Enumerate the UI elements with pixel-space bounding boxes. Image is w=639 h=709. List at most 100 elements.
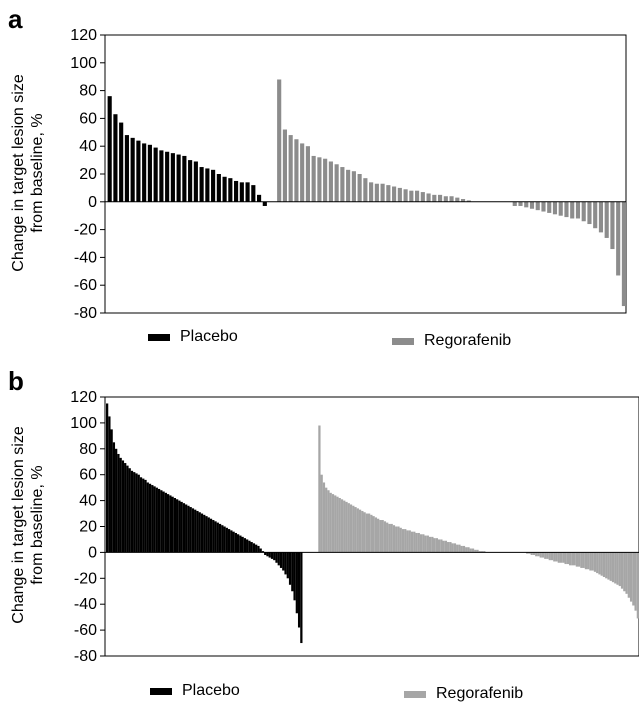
- bar-regorafenib: [557, 552, 560, 563]
- bar-placebo: [209, 518, 213, 553]
- bar-regorafenib: [449, 196, 454, 202]
- bar-placebo: [255, 544, 258, 553]
- bar-regorafenib: [336, 496, 339, 553]
- bar-regorafenib: [334, 164, 339, 202]
- bar-placebo: [191, 508, 195, 553]
- bar-placebo: [245, 182, 250, 202]
- bar-regorafenib: [409, 190, 414, 202]
- bar-regorafenib: [555, 552, 558, 562]
- bar-placebo: [205, 516, 208, 553]
- bar-regorafenib: [331, 494, 335, 553]
- y-tick-label: -20: [74, 570, 97, 587]
- bar-regorafenib: [403, 189, 408, 202]
- y-tick-label: -40: [74, 596, 97, 613]
- bar-placebo: [151, 485, 154, 553]
- bar-regorafenib: [591, 552, 594, 571]
- legend-swatch-placebo: [150, 687, 172, 695]
- y-axis-label: Change in target lesion size from baseli…: [8, 34, 48, 314]
- bar-regorafenib: [374, 183, 379, 202]
- bar-regorafenib: [325, 487, 328, 553]
- legend-label-regorafenib: Regorafenib: [424, 332, 512, 349]
- legend-label-placebo: Placebo: [180, 328, 238, 345]
- bar-placebo: [126, 465, 129, 553]
- bar-placebo: [259, 548, 262, 553]
- bar-placebo: [148, 483, 152, 553]
- bar-placebo: [257, 545, 260, 553]
- y-axis-label-line1: Change in target lesion size: [10, 74, 27, 272]
- bar-placebo: [266, 552, 269, 557]
- bar-placebo: [221, 525, 224, 553]
- bar-placebo: [252, 543, 256, 553]
- bar-placebo: [199, 167, 204, 202]
- bar-placebo: [146, 482, 149, 553]
- bar-regorafenib: [424, 535, 427, 553]
- bar-regorafenib: [428, 536, 432, 553]
- bar-regorafenib: [584, 552, 588, 570]
- bar-regorafenib: [349, 504, 353, 553]
- y-axis-label: Change in target lesion size from baseli…: [8, 396, 48, 656]
- y-tick-label: -80: [74, 305, 97, 322]
- bar-regorafenib: [467, 547, 470, 553]
- bar-placebo: [214, 521, 217, 553]
- y-tick-label: 60: [79, 110, 97, 127]
- bar-placebo: [157, 488, 161, 553]
- bar-placebo: [243, 538, 247, 553]
- bar-regorafenib: [476, 549, 479, 553]
- bar-regorafenib: [453, 543, 457, 553]
- bar-regorafenib: [458, 544, 461, 553]
- bar-regorafenib: [365, 513, 368, 553]
- legend-swatch-regorafenib: [392, 337, 414, 345]
- bar-regorafenib: [395, 526, 398, 553]
- bar-regorafenib: [483, 551, 486, 553]
- bar-placebo: [200, 513, 204, 553]
- bar-regorafenib: [620, 552, 624, 589]
- bar-placebo: [117, 453, 120, 553]
- bar-regorafenib: [559, 552, 563, 563]
- bar-regorafenib: [460, 545, 463, 553]
- bar-placebo: [164, 492, 167, 553]
- bar-regorafenib: [526, 552, 529, 554]
- bar-regorafenib: [539, 552, 542, 558]
- bar-regorafenib: [529, 201, 535, 209]
- bar-placebo: [137, 474, 140, 553]
- bar-regorafenib: [616, 201, 621, 276]
- bar-regorafenib: [415, 532, 418, 553]
- bar-regorafenib: [413, 531, 416, 553]
- bar-placebo: [133, 472, 136, 553]
- bar-regorafenib: [311, 155, 316, 202]
- bar-regorafenib: [530, 552, 533, 555]
- bar-regorafenib: [636, 552, 639, 619]
- y-tick-label: 0: [88, 544, 97, 561]
- bar-regorafenib: [541, 201, 546, 212]
- bar-regorafenib: [598, 552, 601, 575]
- bar-regorafenib: [537, 552, 540, 557]
- bar-regorafenib: [417, 532, 420, 553]
- bar-regorafenib: [618, 552, 621, 587]
- legend-label-placebo: Placebo: [182, 682, 240, 699]
- bar-regorafenib: [634, 552, 637, 611]
- bar-regorafenib: [474, 549, 477, 553]
- bar-regorafenib: [478, 551, 481, 553]
- bar-placebo: [130, 470, 134, 553]
- y-tick-label: 60: [79, 467, 97, 484]
- bar-regorafenib: [383, 521, 387, 553]
- bar-placebo: [257, 194, 262, 202]
- bar-regorafenib: [553, 552, 556, 562]
- bar-placebo: [115, 448, 118, 553]
- bar-placebo: [119, 122, 124, 202]
- bar-regorafenib: [374, 517, 378, 553]
- bar-placebo: [211, 169, 216, 202]
- bar-placebo: [165, 151, 170, 202]
- y-tick-label: -20: [74, 222, 97, 239]
- bar-placebo: [187, 505, 190, 553]
- bar-regorafenib: [578, 552, 581, 567]
- bar-regorafenib: [609, 552, 612, 581]
- bar-regorafenib: [420, 192, 425, 202]
- panel-letter: a: [8, 4, 23, 34]
- bar-regorafenib: [392, 525, 396, 553]
- bar-placebo: [112, 442, 116, 553]
- bar-regorafenib: [410, 531, 414, 553]
- legend-label-regorafenib: Regorafenib: [436, 685, 524, 702]
- bar-regorafenib: [426, 535, 429, 553]
- bar-regorafenib: [465, 547, 468, 553]
